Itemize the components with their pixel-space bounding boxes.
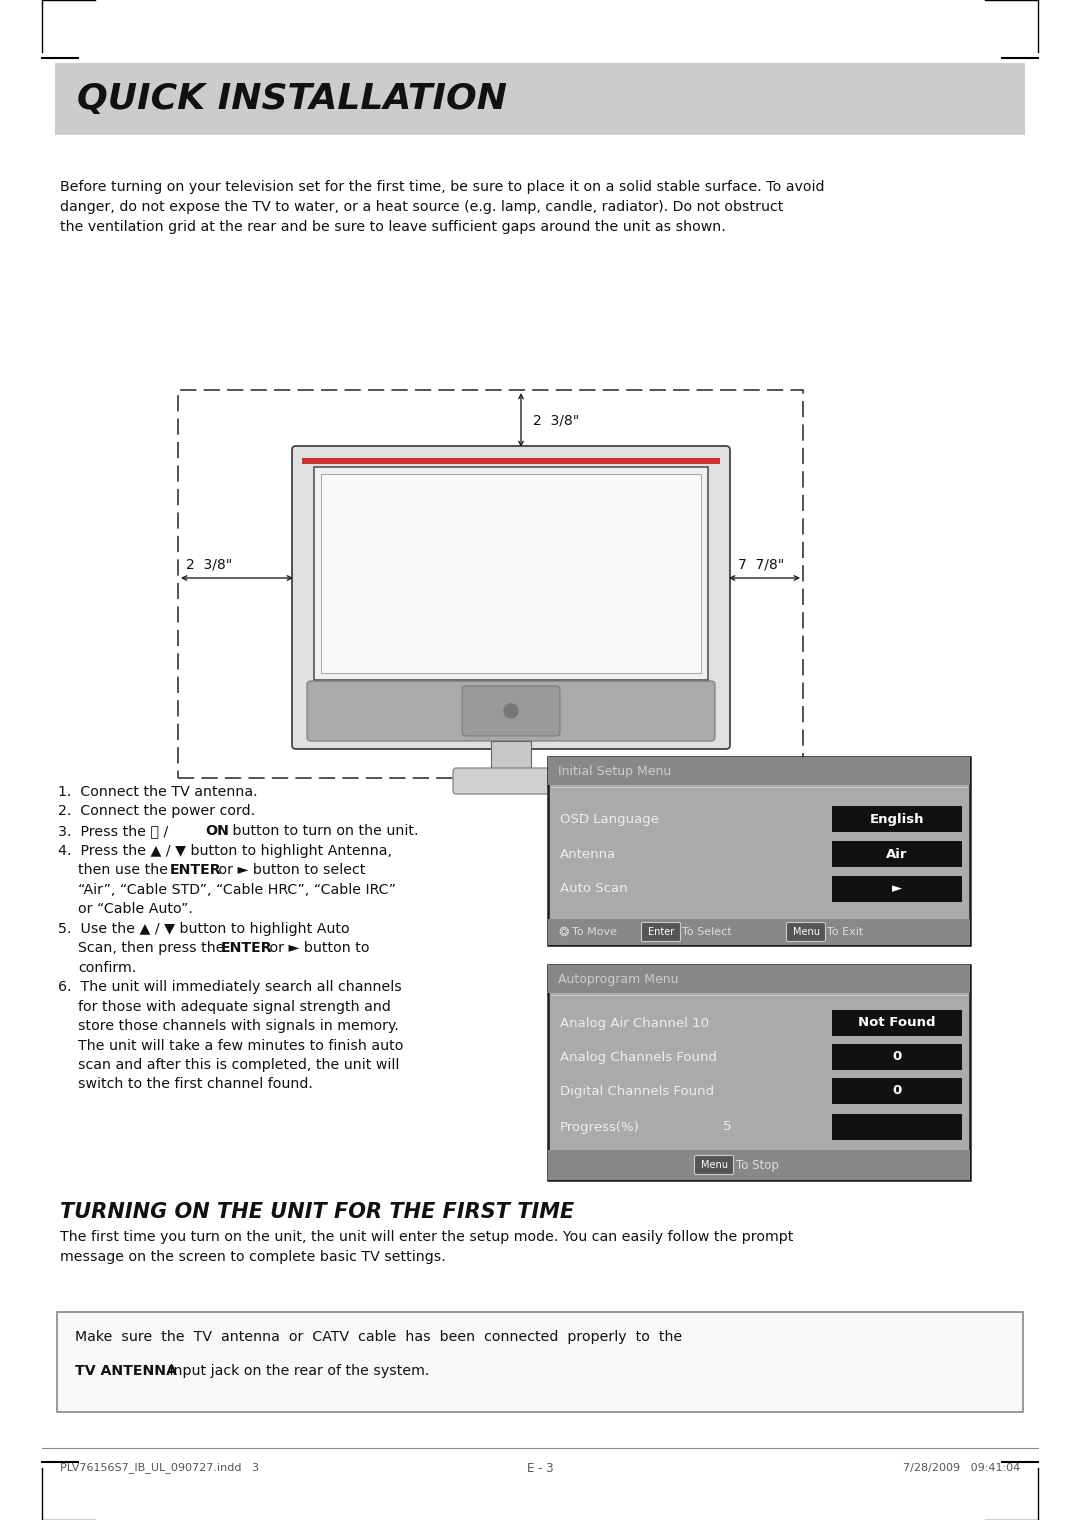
Text: To Move: To Move [572, 927, 617, 936]
Text: Scan, then press the: Scan, then press the [78, 941, 229, 955]
Text: 7  7/8": 7 7/8" [738, 556, 784, 572]
Text: ►: ► [892, 883, 902, 895]
Text: 2.  Connect the power cord.: 2. Connect the power cord. [58, 804, 255, 818]
Text: Menu: Menu [793, 927, 820, 936]
Text: 1.  Connect the TV antenna.: 1. Connect the TV antenna. [58, 784, 258, 800]
Text: Auto Scan: Auto Scan [561, 883, 627, 895]
Bar [491, 742, 531, 774]
Bar [832, 876, 962, 901]
Text: ENTER: ENTER [221, 941, 272, 955]
Text: Enter: Enter [648, 927, 674, 936]
Text: or “Cable Auto”.: or “Cable Auto”. [78, 901, 193, 917]
Text: for those with adequate signal strength and: for those with adequate signal strength … [78, 1000, 391, 1014]
Text: ON: ON [205, 824, 229, 838]
FancyBboxPatch shape [694, 1155, 733, 1175]
Text: Analog Channels Found: Analog Channels Found [561, 1050, 717, 1064]
Text: 3.  Press the ⭘ /: 3. Press the ⭘ / [58, 824, 173, 838]
Bar [832, 841, 962, 866]
Text: TV ANTENNA: TV ANTENNA [75, 1363, 177, 1379]
Bar [178, 391, 804, 778]
Text: or ► button to select: or ► button to select [214, 863, 365, 877]
Text: Autoprogram Menu: Autoprogram Menu [558, 973, 678, 985]
Text: To Stop: To Stop [735, 1158, 779, 1172]
Text: switch to the first channel found.: switch to the first channel found. [78, 1078, 313, 1091]
FancyBboxPatch shape [307, 681, 715, 742]
Text: 6.  The unit will immediately search all channels: 6. The unit will immediately search all … [58, 980, 402, 994]
Text: 4.  Press the ▲ / ▼ button to highlight Antenna,: 4. Press the ▲ / ▼ button to highlight A… [58, 844, 392, 857]
Text: ❂: ❂ [558, 926, 568, 938]
Text: The unit will take a few minutes to finish auto: The unit will take a few minutes to fini… [78, 1038, 403, 1052]
Text: scan and after this is completed, the unit will: scan and after this is completed, the un… [78, 1058, 400, 1072]
Text: Digital Channels Found: Digital Channels Found [561, 1084, 714, 1097]
Text: button to turn on the unit.: button to turn on the unit. [228, 824, 419, 838]
Text: PLV76156S7_IB_UL_090727.indd   3: PLV76156S7_IB_UL_090727.indd 3 [60, 1462, 259, 1473]
Bar [832, 806, 962, 831]
Bar [832, 1009, 962, 1037]
Text: Make  sure  the  TV  antenna  or  CATV  cable  has  been  connected  properly  t: Make sure the TV antenna or CATV cable h… [75, 1330, 683, 1344]
Bar [548, 965, 970, 1180]
Bar [548, 965, 970, 993]
Text: To Select: To Select [681, 927, 731, 936]
Bar [548, 757, 970, 945]
Text: 0: 0 [892, 1084, 902, 1097]
Bar [832, 1044, 962, 1070]
Text: input jack on the rear of the system.: input jack on the rear of the system. [165, 1363, 430, 1379]
Text: ENTER: ENTER [170, 863, 221, 877]
Text: The first time you turn on the unit, the unit will enter the setup mode. You can: The first time you turn on the unit, the… [60, 1230, 794, 1263]
Text: Analog Air Channel 10: Analog Air Channel 10 [561, 1017, 708, 1029]
Text: Initial Setup Menu: Initial Setup Menu [558, 765, 672, 778]
Bar [832, 1114, 962, 1140]
Bar [57, 1312, 1023, 1412]
Text: 5: 5 [723, 1120, 731, 1134]
Text: To Exit: To Exit [827, 927, 863, 936]
Text: English: English [869, 813, 924, 825]
Bar [548, 1151, 970, 1180]
Text: or ► button to: or ► button to [265, 941, 369, 955]
Text: Not Found: Not Found [859, 1017, 935, 1029]
Text: store those channels with signals in memory.: store those channels with signals in mem… [78, 1018, 399, 1034]
Bar [314, 467, 708, 679]
Text: QUICK INSTALLATION: QUICK INSTALLATION [77, 82, 507, 116]
Text: Antenna: Antenna [561, 848, 617, 860]
Text: OSD Language: OSD Language [561, 813, 659, 825]
Text: TURNING ON THE UNIT FOR THE FIRST TIME: TURNING ON THE UNIT FOR THE FIRST TIME [60, 1202, 575, 1222]
Text: “Air”, “Cable STD”, “Cable HRC”, “Cable IRC”: “Air”, “Cable STD”, “Cable HRC”, “Cable … [78, 883, 396, 897]
Text: 2  3/8": 2 3/8" [186, 556, 232, 572]
Text: 0: 0 [892, 1050, 902, 1064]
FancyBboxPatch shape [292, 445, 730, 749]
Bar [302, 458, 720, 464]
Bar [548, 920, 970, 945]
Text: confirm.: confirm. [78, 961, 136, 974]
Text: then use the: then use the [78, 863, 173, 877]
Bar [321, 474, 701, 673]
Text: Menu: Menu [701, 1160, 728, 1170]
Text: 5.  Use the ▲ / ▼ button to highlight Auto: 5. Use the ▲ / ▼ button to highlight Aut… [58, 921, 350, 935]
FancyBboxPatch shape [642, 923, 680, 941]
Circle shape [504, 704, 518, 717]
FancyBboxPatch shape [786, 923, 825, 941]
Text: E - 3: E - 3 [527, 1462, 553, 1474]
Bar [55, 62, 1025, 135]
Text: Progress(%): Progress(%) [561, 1120, 639, 1134]
Text: 7/28/2009   09:41:04: 7/28/2009 09:41:04 [903, 1462, 1020, 1473]
Bar [548, 757, 970, 784]
FancyBboxPatch shape [453, 768, 569, 793]
Text: Before turning on your television set for the first time, be sure to place it on: Before turning on your television set fo… [60, 179, 824, 234]
Text: 2  3/8": 2 3/8" [534, 413, 579, 427]
Bar [832, 1078, 962, 1104]
Text: Air: Air [887, 848, 908, 860]
FancyBboxPatch shape [462, 686, 561, 736]
